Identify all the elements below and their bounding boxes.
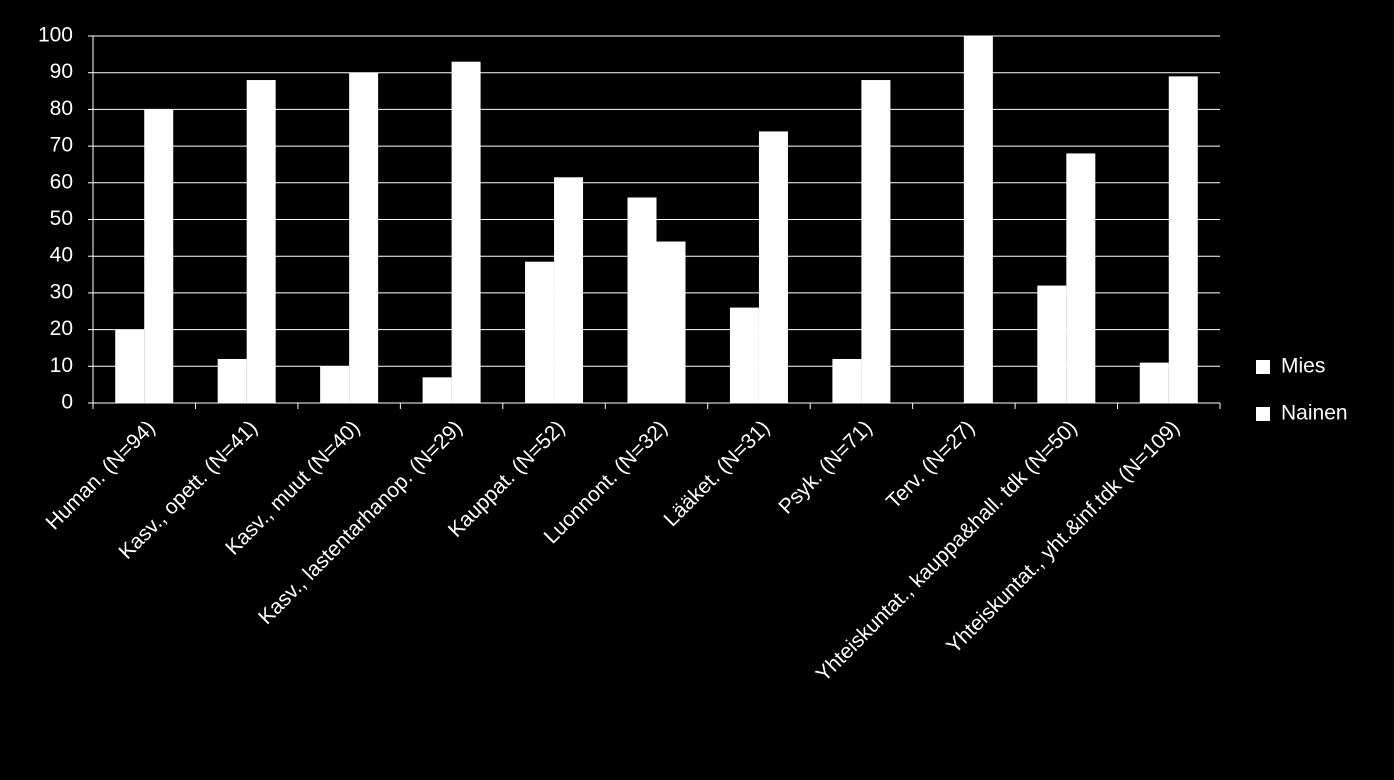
bar [1037, 285, 1067, 403]
x-tick-label: Yhteiskuntat., yht.&inf.tdk (N=109) [942, 416, 1184, 658]
x-tick-label: Psyk. (N=71) [774, 416, 876, 518]
bar [115, 329, 145, 403]
bar [656, 241, 686, 403]
x-tick-label: Lääket. (N=31) [660, 416, 775, 531]
legend-label: Nainen [1281, 402, 1348, 425]
bar [758, 131, 788, 404]
bar [729, 307, 759, 403]
y-tick-label: 40 [50, 244, 73, 267]
x-tick-label: Kasv., lastentarhanop. (N=29) [254, 416, 467, 629]
y-tick-label: 60 [50, 170, 73, 193]
y-tick-label: 70 [50, 134, 73, 157]
bar [627, 197, 657, 403]
bar [1066, 153, 1096, 403]
bar [525, 261, 555, 403]
legend-swatch [1256, 407, 1270, 421]
y-tick-label: 100 [38, 24, 73, 47]
bar [217, 358, 247, 403]
x-tick-label: Human. (N=94) [41, 416, 159, 534]
bar [320, 366, 350, 403]
bar [832, 358, 862, 403]
y-tick-label: 50 [50, 207, 73, 230]
y-tick-label: 20 [50, 317, 73, 340]
legend-label: Mies [1281, 355, 1325, 378]
bar [349, 72, 379, 403]
bar [144, 109, 174, 404]
bar [1139, 362, 1169, 403]
y-tick-label: 30 [50, 280, 73, 303]
bar [422, 377, 452, 403]
bar [554, 177, 584, 403]
bar [861, 80, 891, 403]
y-tick-label: 80 [50, 97, 73, 120]
x-tick-label: Terv. (N=27) [882, 416, 979, 513]
bar [451, 61, 481, 403]
y-tick-label: 10 [50, 354, 73, 377]
bar [246, 80, 276, 403]
y-tick-label: 90 [50, 60, 73, 83]
legend-swatch [1256, 360, 1270, 374]
bar [963, 36, 993, 403]
y-tick-label: 0 [61, 391, 73, 414]
bar [1168, 76, 1198, 404]
